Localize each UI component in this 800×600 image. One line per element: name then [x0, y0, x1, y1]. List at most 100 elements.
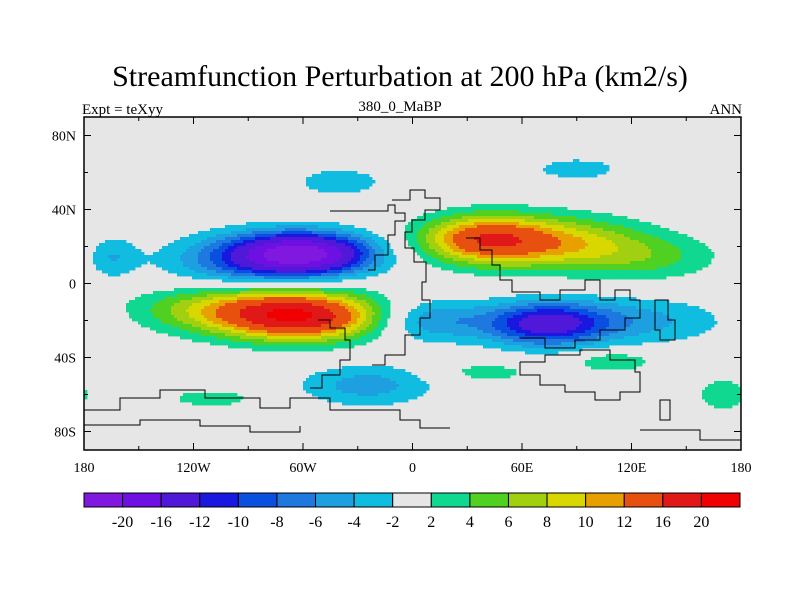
field-cell [489, 204, 493, 208]
field-cell [345, 240, 349, 244]
field-cell [270, 336, 274, 340]
field-cell [240, 345, 244, 349]
field-cell [291, 276, 295, 280]
field-cell [348, 264, 352, 268]
field-cell [300, 222, 304, 226]
field-cell [444, 234, 448, 238]
field-cell [375, 381, 379, 385]
field-cell [426, 339, 430, 343]
field-cell [312, 243, 316, 247]
field-cell [354, 264, 358, 268]
field-cell [114, 249, 118, 253]
field-cell [240, 288, 244, 292]
field-cell [279, 273, 283, 277]
field-cell [435, 312, 439, 316]
field-cell [414, 312, 418, 316]
field-cell [339, 246, 343, 250]
field-cell [165, 327, 169, 331]
field-cell [342, 177, 346, 181]
field-cell [342, 171, 346, 175]
field-cell [474, 246, 478, 250]
field-cell [261, 240, 265, 244]
field-cell [324, 336, 328, 340]
field-cell [276, 294, 280, 298]
field-cell [339, 261, 343, 265]
field-cell [417, 330, 421, 334]
field-cell [249, 270, 253, 274]
field-cell [225, 234, 229, 238]
field-cell [369, 267, 373, 271]
field-cell [168, 267, 172, 271]
field-cell [300, 225, 304, 229]
field-cell [510, 246, 514, 250]
field-cell [312, 291, 316, 295]
field-cell [285, 276, 289, 280]
field-cell [435, 339, 439, 343]
field-cell [273, 234, 277, 238]
field-cell [198, 330, 202, 334]
field-cell [249, 312, 253, 316]
field-cell [432, 309, 436, 313]
field-cell [348, 246, 352, 250]
field-cell [357, 306, 361, 310]
field-cell [420, 387, 424, 391]
field-cell [351, 312, 355, 316]
field-cell [297, 252, 301, 256]
field-cell [318, 186, 322, 190]
field-cell [306, 321, 310, 325]
field-cell [315, 180, 319, 184]
field-cell [288, 255, 292, 259]
field-cell [222, 306, 226, 310]
field-cell [303, 309, 307, 313]
field-cell [456, 246, 460, 250]
field-cell [336, 273, 340, 277]
field-cell [144, 318, 148, 322]
field-cell [426, 219, 430, 223]
field-cell [207, 336, 211, 340]
field-cell [237, 267, 241, 271]
field-cell [420, 252, 424, 256]
field-cell [249, 303, 253, 307]
field-cell [504, 306, 508, 310]
field-cell [411, 321, 415, 325]
field-cell [198, 231, 202, 235]
field-cell [351, 327, 355, 331]
field-cell [513, 234, 517, 238]
field-cell [498, 240, 502, 244]
field-cell [438, 231, 442, 235]
field-cell [324, 228, 328, 232]
field-cell [249, 345, 253, 349]
field-cell [267, 246, 271, 250]
field-cell [186, 294, 190, 298]
field-cell [381, 366, 385, 370]
field-cell [180, 291, 184, 295]
field-cell [441, 300, 445, 304]
field-cell [216, 339, 220, 343]
field-cell [393, 255, 397, 259]
field-cell [222, 276, 226, 280]
field-cell [255, 243, 259, 247]
field-cell [411, 375, 415, 379]
field-cell [375, 369, 379, 373]
field-cell [300, 300, 304, 304]
field-cell [345, 246, 349, 250]
field-cell [210, 393, 214, 397]
field-cell [237, 297, 241, 301]
field-cell [363, 321, 367, 325]
field-cell [291, 321, 295, 325]
field-cell [414, 384, 418, 388]
field-cell [288, 231, 292, 235]
field-cell [225, 342, 229, 346]
field-cell [183, 321, 187, 325]
field-cell [135, 303, 139, 307]
field-cell [129, 267, 133, 271]
field-cell [351, 243, 355, 247]
field-cell [495, 264, 499, 268]
field-cell [222, 327, 226, 331]
field-cell [339, 189, 343, 193]
field-cell [354, 261, 358, 265]
field-cell [492, 261, 496, 265]
field-cell [474, 222, 478, 226]
field-cell [201, 249, 205, 253]
field-cell [369, 264, 373, 268]
